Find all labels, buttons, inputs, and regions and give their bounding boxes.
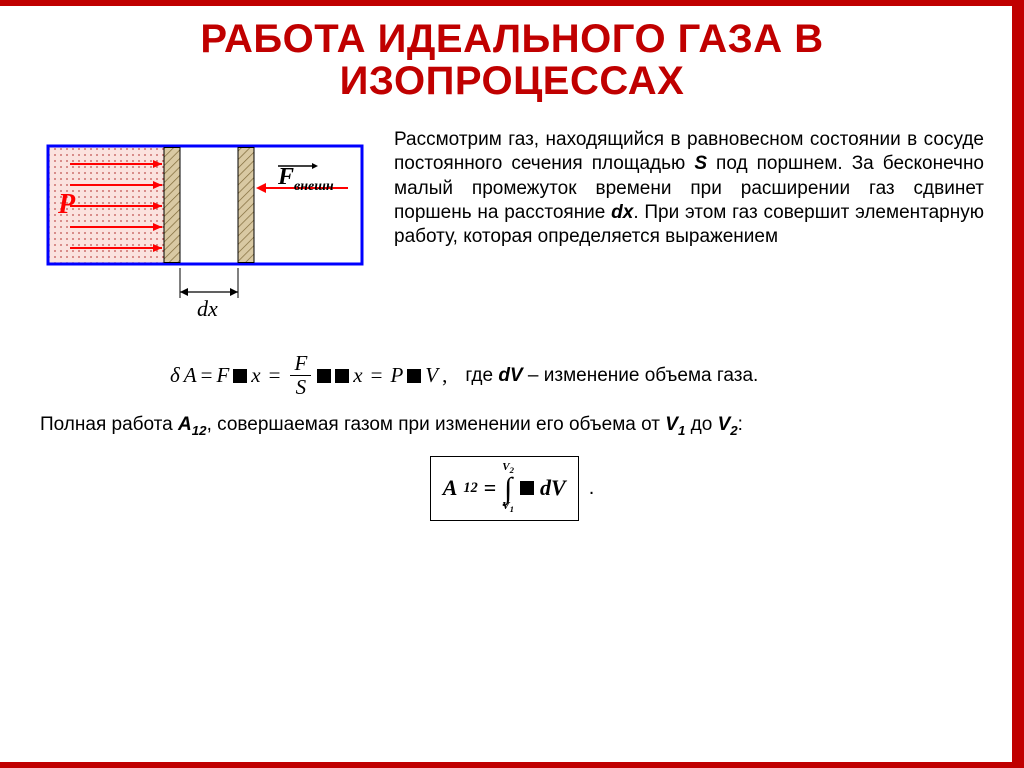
p1-S: S (694, 153, 707, 174)
blk-icon (335, 369, 349, 383)
cap-t1: где (465, 365, 498, 386)
p2-A: A (178, 414, 192, 435)
f2-A: A (443, 475, 458, 501)
svg-text:F: F (277, 164, 294, 190)
svg-text:dx: dx (197, 296, 218, 321)
paragraph-1: Рассмотрим газ, находящийся в равновесно… (394, 128, 984, 333)
f2-V1: V (502, 500, 509, 512)
f2-s1: 1 (510, 504, 514, 514)
f1-comma: , (442, 363, 447, 388)
cap-t2: – изменение объема газа. (523, 365, 759, 386)
cap-dV: dV (498, 365, 522, 386)
f1-frac-bot: S (296, 376, 307, 398)
p2-t4: : (738, 414, 743, 435)
formula-1-row: δA=F x = F S x = P V, где dV – изменение… (40, 353, 984, 398)
f1-delta: δ (170, 363, 180, 388)
p1-dx: dx (611, 202, 633, 223)
f2-eq: = (484, 475, 497, 501)
border-top (0, 0, 1024, 6)
page-title: РАБОТА ИДЕАЛЬНОГО ГАЗА В ИЗОПРОЦЕССАХ (0, 0, 1024, 114)
p2-t3: до (685, 414, 717, 435)
svg-text:P: P (57, 189, 76, 220)
f1-eq2: = (269, 363, 281, 388)
blk-icon (317, 369, 331, 383)
f2-period: . (589, 477, 595, 500)
integral-icon: V2 ∫ V1 (502, 463, 514, 514)
svg-text:внешн: внешн (294, 179, 334, 194)
f1-P: P (390, 363, 403, 388)
p2-sub2: 2 (730, 423, 737, 438)
f2-sub12: 12 (463, 480, 477, 497)
f1-frac: F S (290, 353, 311, 398)
paragraph-2: Полная работа A12, совершаемая газом при… (40, 412, 984, 440)
formula-2-box: A 12 = V2 ∫ V1 dV (430, 456, 579, 521)
p2-t2: , совершаемая газом при изменении его об… (207, 414, 666, 435)
f1-A: A (184, 363, 197, 388)
border-bottom (0, 762, 1024, 768)
f1-V: V (425, 363, 438, 388)
top-row: P Fвнешн dx Рассмотрим газ, находящийся в … (40, 128, 984, 333)
f1-x2: x (353, 363, 362, 388)
f1-x1: x (251, 363, 260, 388)
f1-eq3: = (371, 363, 383, 388)
p2-V1: V (665, 414, 678, 435)
blk-icon (233, 369, 247, 383)
f1-frac-top: F (290, 353, 311, 376)
f2-V2: V (502, 461, 509, 473)
f1-eq1: = (201, 363, 213, 388)
p2-t1: Полная работа (40, 414, 178, 435)
p2-V2: V (718, 414, 731, 435)
border-right (1012, 0, 1024, 768)
f2-dV: dV (540, 475, 566, 501)
f1-F: F (216, 363, 229, 388)
formula-2-row: A 12 = V2 ∫ V1 dV . (40, 456, 984, 521)
blk-icon (407, 369, 421, 383)
p2-sub12: 12 (192, 423, 207, 438)
formula-1: δA=F x = F S x = P V, (170, 353, 447, 398)
content-area: P Fвнешн dx Рассмотрим газ, находящийся в … (0, 128, 1024, 521)
blk-icon (520, 481, 534, 495)
piston-diagram: P Fвнешн dx (40, 128, 370, 333)
formula-1-caption: где dV – изменение объема газа. (465, 365, 758, 387)
